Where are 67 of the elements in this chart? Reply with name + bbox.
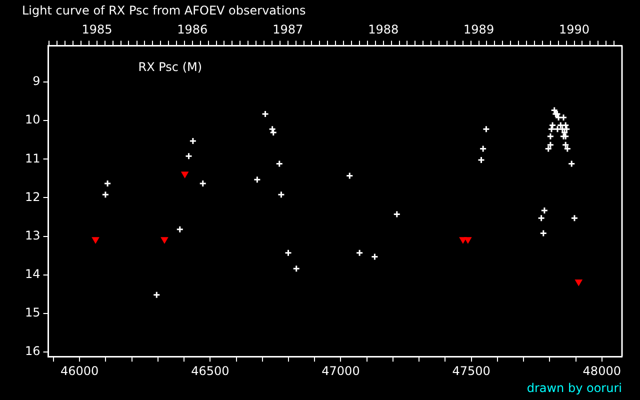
point xyxy=(560,132,568,140)
point xyxy=(482,125,490,133)
y-tick-label: 10 xyxy=(24,112,40,127)
y-tick-label: 11 xyxy=(24,151,40,166)
point xyxy=(562,141,570,149)
point xyxy=(548,125,556,133)
point xyxy=(102,190,110,198)
point xyxy=(477,156,485,164)
x2-tick-label: 1986 xyxy=(177,22,208,37)
point xyxy=(185,152,193,160)
point xyxy=(104,180,112,188)
point xyxy=(479,145,487,153)
x-tick-label: 46500 xyxy=(191,364,230,378)
point xyxy=(393,210,401,218)
y-tick-label: 15 xyxy=(24,306,40,320)
y-tick-label: 13 xyxy=(24,228,40,242)
point xyxy=(568,160,576,168)
point xyxy=(570,214,578,222)
point xyxy=(268,125,276,133)
point xyxy=(262,110,270,118)
y-tick-label: 14 xyxy=(24,266,40,281)
point xyxy=(253,176,261,184)
point xyxy=(292,264,300,272)
x-tick-label: 46000 xyxy=(60,364,99,378)
annotation: RX Psc (M) xyxy=(138,60,202,74)
point xyxy=(270,128,278,136)
point xyxy=(161,237,168,244)
point xyxy=(152,291,160,299)
y-tick-label: 12 xyxy=(24,190,40,204)
point xyxy=(564,145,572,153)
x-tick-label: 48000 xyxy=(582,364,621,378)
point xyxy=(460,237,466,244)
point xyxy=(558,125,566,133)
point xyxy=(182,172,188,178)
chart-title: Light curve of RX Psc from AFOEV observations xyxy=(22,3,306,18)
point xyxy=(370,252,378,260)
x2-tick-label: 1985 xyxy=(82,22,112,37)
point xyxy=(554,114,562,122)
point xyxy=(277,190,285,198)
point xyxy=(544,145,552,153)
text: drawn by ooruri xyxy=(526,381,622,395)
point xyxy=(189,137,197,145)
point xyxy=(284,249,292,257)
point xyxy=(176,226,184,234)
point xyxy=(540,206,548,214)
x-tick-label: 47000 xyxy=(322,364,360,378)
point xyxy=(560,128,568,136)
point xyxy=(346,172,354,180)
y-tick-label: 16 xyxy=(24,344,40,358)
x2-tick-label: 1989 xyxy=(464,22,494,37)
x2-tick-label: 1988 xyxy=(368,22,399,37)
point xyxy=(199,180,207,188)
point xyxy=(356,249,364,257)
point xyxy=(575,280,582,286)
x-tick-label: 47500 xyxy=(452,364,490,378)
x2-tick-label: 1987 xyxy=(272,22,304,37)
point xyxy=(562,132,570,140)
point xyxy=(546,132,554,140)
point xyxy=(464,237,472,244)
point xyxy=(92,237,99,244)
point xyxy=(276,160,284,168)
point xyxy=(546,141,554,149)
point xyxy=(540,229,548,237)
y-tick-label: 9 xyxy=(32,74,40,88)
point xyxy=(538,214,546,222)
x2-tick-label: 1990 xyxy=(558,22,590,37)
point xyxy=(550,106,558,114)
